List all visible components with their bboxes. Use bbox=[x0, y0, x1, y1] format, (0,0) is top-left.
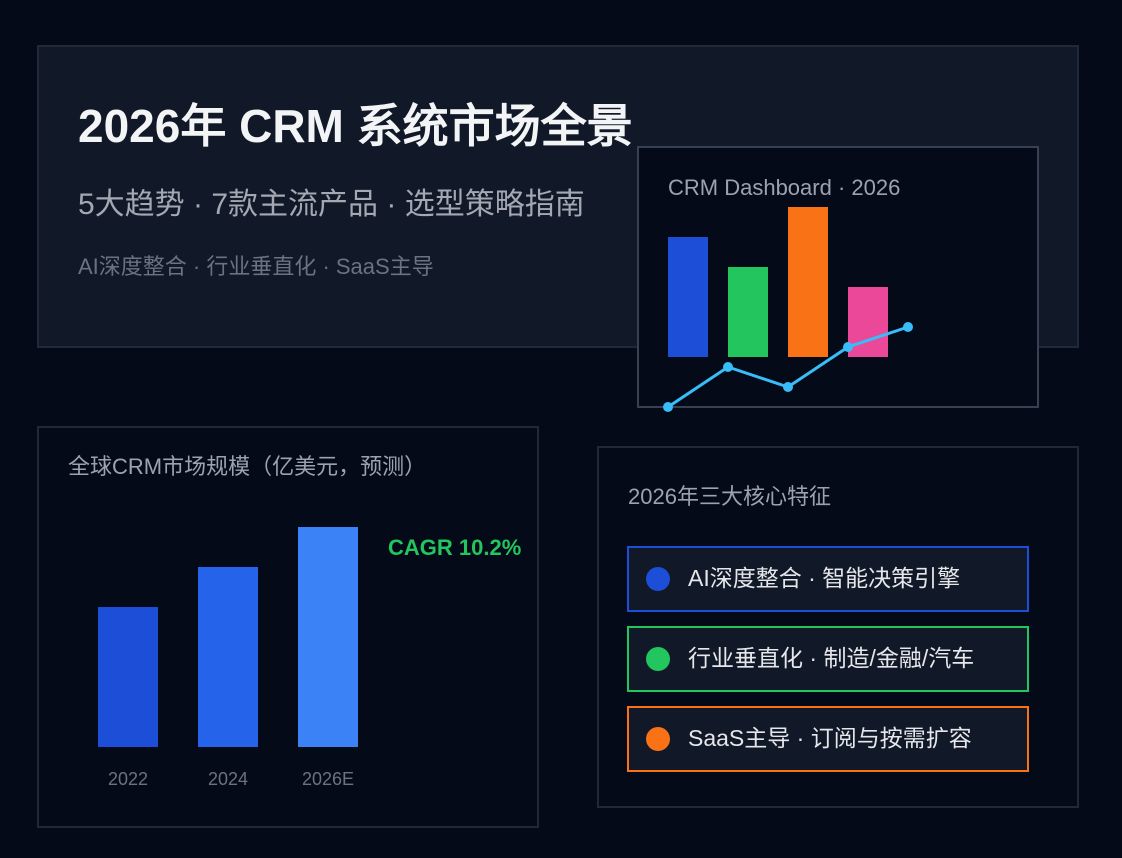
bar bbox=[98, 607, 158, 747]
dashboard-point bbox=[783, 382, 793, 392]
feature-dot bbox=[646, 567, 670, 591]
tagline: AI深度整合 · 行业垂直化 · SaaS主导 bbox=[78, 254, 434, 279]
x-tick-label: 2022 bbox=[108, 769, 148, 789]
dashboard-bar bbox=[668, 237, 708, 357]
feature-box bbox=[627, 626, 1029, 692]
dashboard-title: CRM Dashboard · 2026 bbox=[668, 175, 900, 200]
dashboard-bar bbox=[728, 267, 768, 357]
features-title: 2026年三大核心特征 bbox=[628, 484, 831, 509]
x-tick-label: 2026E bbox=[302, 769, 354, 789]
dashboard-point bbox=[843, 342, 853, 352]
dashboard-bar bbox=[788, 207, 828, 357]
feature-box bbox=[627, 546, 1029, 612]
feature-box bbox=[627, 706, 1029, 772]
annotation: CAGR 10.2% bbox=[388, 535, 521, 560]
dashboard-point bbox=[723, 362, 733, 372]
title: 2026年 CRM 系统市场全景 bbox=[78, 100, 633, 152]
bar bbox=[298, 527, 358, 747]
feature-label: 行业垂直化 · 制造/金融/汽车 bbox=[688, 645, 974, 671]
subtitle: 5大趋势 · 7款主流产品 · 选型策略指南 bbox=[78, 188, 585, 221]
dashboard-point bbox=[903, 322, 913, 332]
feature-label: SaaS主导 · 订阅与按需扩容 bbox=[688, 725, 972, 751]
dashboard-point bbox=[663, 402, 673, 412]
dashboard-chart bbox=[663, 207, 913, 412]
feature-label: AI深度整合 · 智能决策引擎 bbox=[688, 565, 960, 591]
feature-dot bbox=[646, 647, 670, 671]
feature-dot bbox=[646, 727, 670, 751]
x-tick-label: 2024 bbox=[208, 769, 248, 789]
bar bbox=[198, 567, 258, 747]
chart-title: 全球CRM市场规模（亿美元，预测） bbox=[68, 454, 426, 479]
market-chart: 2022 2024 2026E bbox=[98, 527, 358, 789]
